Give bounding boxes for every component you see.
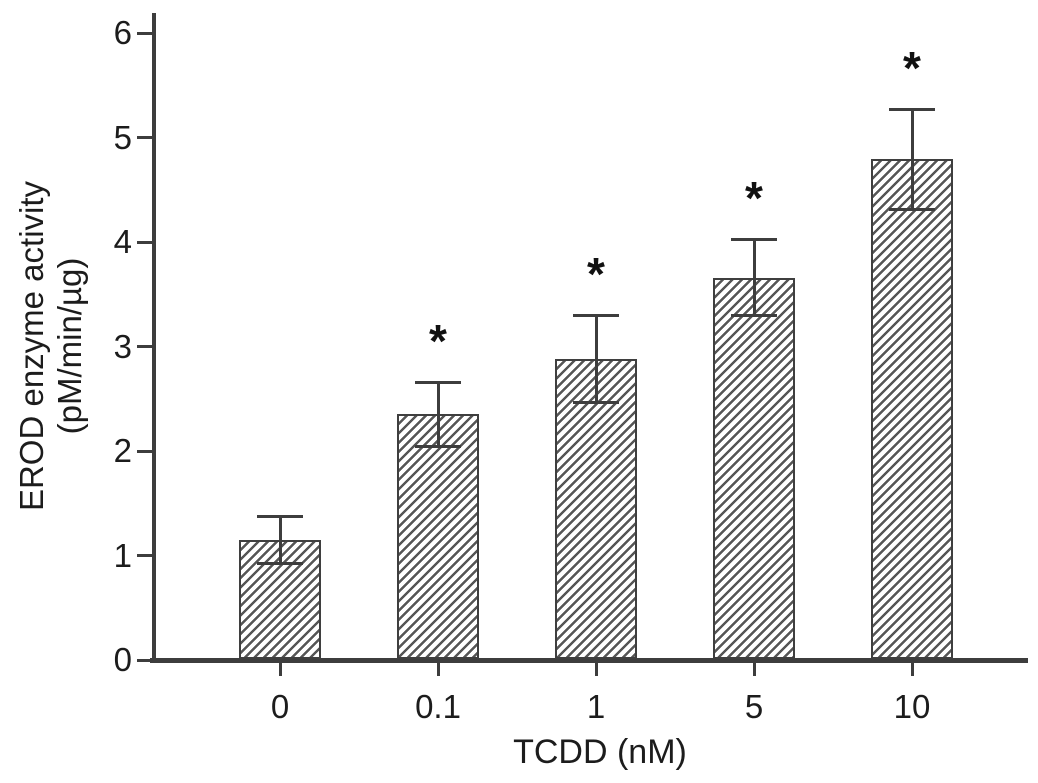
error-bar-line bbox=[278, 515, 282, 564]
significance-asterisk: * bbox=[587, 248, 605, 301]
error-bar-cap-bottom bbox=[731, 314, 777, 318]
error-bar-cap-bottom bbox=[415, 444, 461, 448]
error-bar-cap-top bbox=[731, 237, 777, 241]
error-bar-line bbox=[594, 315, 598, 403]
y-tick-label: 3 bbox=[113, 327, 132, 365]
y-tick bbox=[137, 31, 153, 35]
x-tick-label: 10 bbox=[893, 688, 931, 725]
x-tick bbox=[436, 663, 440, 676]
y-tick bbox=[137, 136, 153, 139]
y-tick-label: 2 bbox=[113, 432, 132, 469]
error-bar-cap-top bbox=[889, 108, 935, 112]
bar bbox=[871, 159, 953, 659]
bar bbox=[713, 277, 795, 659]
x-tick-label: 0 bbox=[270, 688, 290, 725]
y-axis-line bbox=[152, 13, 156, 662]
y-tick bbox=[137, 449, 153, 453]
x-axis-title: TCDD (nM) bbox=[513, 733, 687, 771]
significance-asterisk: * bbox=[745, 171, 763, 224]
y-tick-label: 5 bbox=[113, 118, 132, 156]
y-tick-label: 1 bbox=[113, 536, 132, 574]
error-bar-line bbox=[752, 238, 756, 317]
x-tick bbox=[910, 663, 914, 676]
y-tick-label: 6 bbox=[113, 14, 132, 51]
y-axis-title: EROD enzyme activity (pM/min/µg) bbox=[13, 21, 89, 671]
error-bar-cap-bottom bbox=[573, 400, 619, 404]
x-tick bbox=[594, 663, 598, 676]
y-tick bbox=[137, 658, 153, 662]
y-tick bbox=[137, 345, 153, 348]
error-bar-cap-bottom bbox=[257, 561, 303, 565]
error-bar-line bbox=[436, 382, 440, 447]
significance-asterisk: * bbox=[429, 315, 447, 368]
x-tick bbox=[278, 663, 282, 676]
y-tick bbox=[137, 240, 153, 244]
x-tick-label: 1 bbox=[586, 688, 606, 725]
y-axis-title-line2: (pM/min/µg) bbox=[51, 257, 88, 435]
y-tick bbox=[137, 554, 153, 557]
x-axis-line bbox=[150, 658, 1028, 663]
error-bar-line bbox=[910, 109, 914, 210]
error-bar-cap-top bbox=[415, 381, 461, 385]
bar bbox=[397, 414, 479, 659]
bar bbox=[555, 359, 637, 659]
x-tick-label: 5 bbox=[744, 688, 764, 725]
y-tick-label: 0 bbox=[113, 641, 132, 678]
significance-asterisk: * bbox=[903, 42, 921, 95]
error-bar-cap-top bbox=[573, 314, 619, 318]
x-tick bbox=[752, 663, 756, 676]
y-tick-label: 4 bbox=[113, 223, 132, 260]
x-tick-label: 0.1 bbox=[415, 688, 461, 725]
error-bar-cap-bottom bbox=[889, 207, 935, 211]
y-axis-title-line1: EROD enzyme activity bbox=[13, 180, 50, 512]
error-bar-cap-top bbox=[257, 514, 303, 518]
